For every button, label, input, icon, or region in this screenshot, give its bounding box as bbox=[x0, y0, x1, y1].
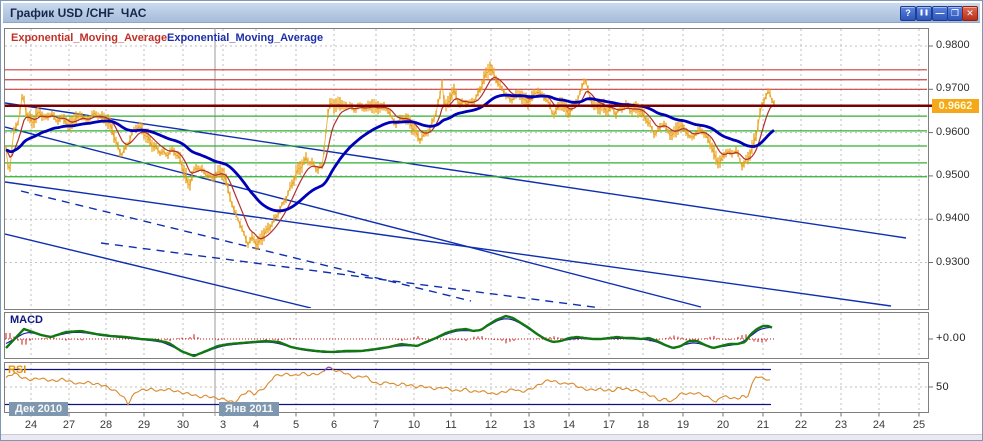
date-label: 6 bbox=[331, 419, 337, 431]
date-label: 30 bbox=[177, 419, 189, 431]
date-label: 12 bbox=[485, 419, 497, 431]
date-label: 11 bbox=[445, 419, 456, 431]
month-badge: Янв 2011 bbox=[219, 402, 279, 416]
date-label: 13 bbox=[523, 419, 535, 431]
date-label: 25 bbox=[913, 419, 925, 431]
window-bottom-strip bbox=[1, 434, 983, 441]
date-label: 19 bbox=[677, 419, 689, 431]
price-axis-label: 0.9300 bbox=[936, 256, 970, 268]
current-price-badge: 0.9662 bbox=[932, 99, 979, 113]
date-label: 17 bbox=[603, 419, 615, 431]
date-label: 5 bbox=[293, 419, 299, 431]
date-label: 4 bbox=[253, 419, 259, 431]
price-axis-label: 0.9800 bbox=[936, 39, 970, 51]
price-axis-label: 0.9600 bbox=[936, 126, 970, 138]
chart-window: График USD /CHF ЧАС ? ❚❚ — ❐ ✕ Exponenti… bbox=[0, 0, 983, 441]
month-badge: Дек 2010 bbox=[9, 402, 68, 416]
date-label: 3 bbox=[220, 419, 226, 431]
date-label: 18 bbox=[637, 419, 649, 431]
date-label: 29 bbox=[138, 419, 150, 431]
date-label: 24 bbox=[873, 419, 885, 431]
date-label: 22 bbox=[795, 419, 807, 431]
rsi-axis-value: 50 bbox=[936, 381, 949, 393]
date-label: 21 bbox=[757, 419, 769, 431]
date-label: 23 bbox=[835, 419, 847, 431]
macd-axis-value: +0.00 bbox=[936, 332, 966, 344]
date-label: 10 bbox=[408, 419, 420, 431]
date-label: 27 bbox=[63, 419, 75, 431]
chart-canvas[interactable] bbox=[1, 1, 983, 441]
date-label: 24 bbox=[25, 419, 37, 431]
date-label: 28 bbox=[100, 419, 112, 431]
legend-ema-slow: Exponential_Moving_Average bbox=[167, 32, 323, 44]
legend-ema-fast: Exponential_Moving_Average bbox=[11, 32, 167, 44]
date-label: 7 bbox=[373, 419, 379, 431]
rsi-panel-label: RSI bbox=[8, 364, 26, 376]
price-axis-label: 0.9400 bbox=[936, 212, 970, 224]
date-label: 20 bbox=[717, 419, 729, 431]
macd-panel-label: MACD bbox=[10, 314, 43, 326]
date-label: 14 bbox=[563, 419, 575, 431]
price-axis-label: 0.9500 bbox=[936, 169, 970, 181]
price-axis-label: 0.9700 bbox=[936, 82, 970, 94]
